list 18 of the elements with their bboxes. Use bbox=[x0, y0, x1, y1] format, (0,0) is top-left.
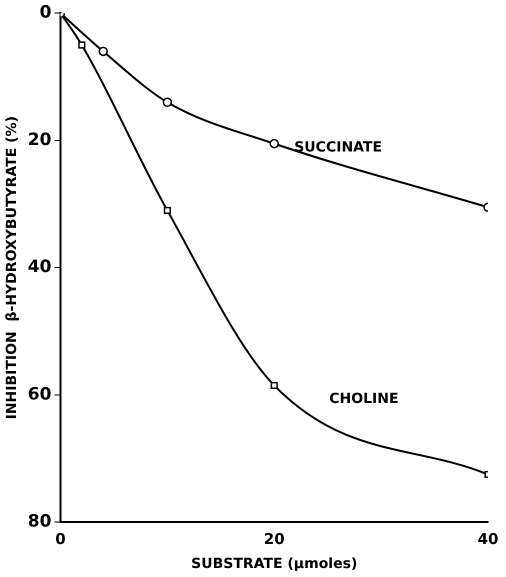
y-tick-label: 40 bbox=[28, 257, 52, 278]
x-axis-title: SUBSTRATE (μmoles) bbox=[191, 556, 358, 572]
x-tick-label: 40 bbox=[478, 530, 498, 548]
point bbox=[162, 98, 172, 108]
point bbox=[78, 41, 86, 49]
y-tick-label: 60 bbox=[28, 384, 52, 404]
y-tick-label: 0 bbox=[40, 2, 52, 23]
y-tick-label: 80 bbox=[28, 512, 52, 532]
point bbox=[269, 138, 279, 148]
x-tick-label: 0 bbox=[55, 530, 66, 548]
point bbox=[270, 382, 278, 389]
y-tick-label: 20 bbox=[28, 130, 52, 150]
x-tick-label: 20 bbox=[264, 530, 285, 548]
y-axis-title: INHIBITION β-HYDROXYBUTYRATE (%) bbox=[4, 116, 20, 420]
point bbox=[98, 46, 108, 56]
point bbox=[164, 206, 171, 214]
series-label: SUCCINATE bbox=[294, 139, 382, 156]
series-label: CHOLINE bbox=[329, 391, 399, 408]
